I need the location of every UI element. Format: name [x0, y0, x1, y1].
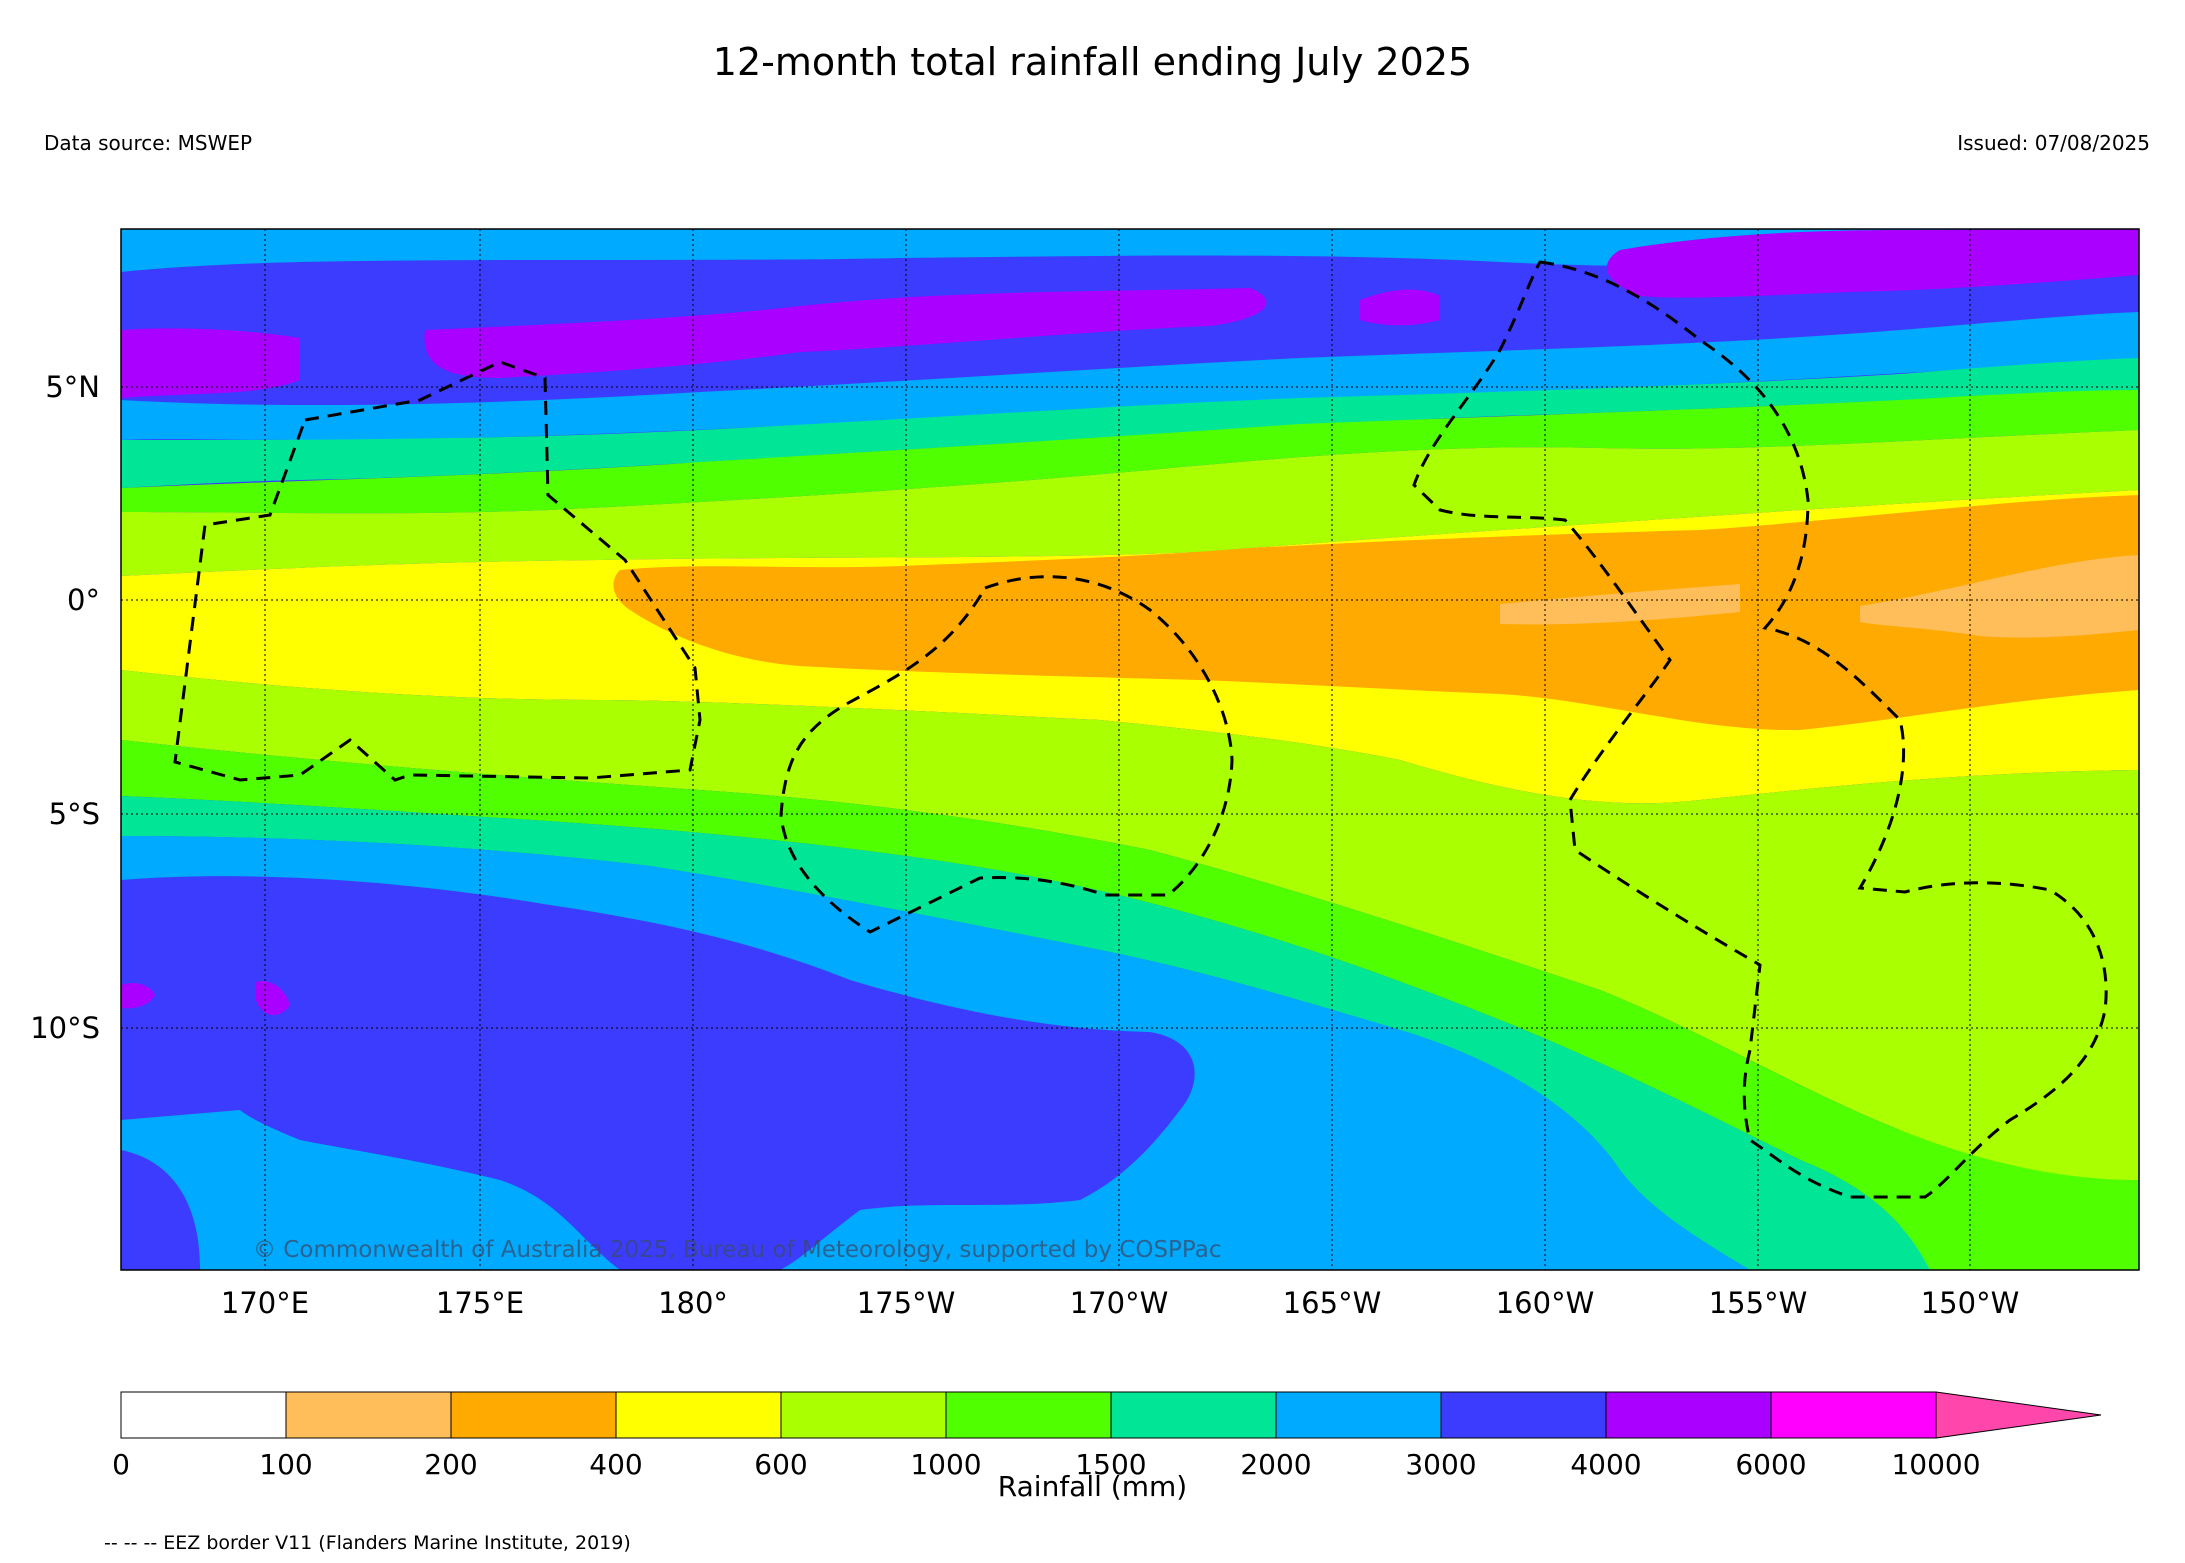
colorbar-segment: [945, 1391, 1112, 1439]
lon-tick-160w: 160°W: [1496, 1286, 1595, 1320]
colorbar-segment: [1605, 1391, 1772, 1439]
colorbar-segment: [450, 1391, 617, 1439]
colorbar-tick-label: 4000: [1570, 1448, 1641, 1481]
data-source: Data source: MSWEP: [44, 131, 253, 155]
colorbar-segment: [1110, 1391, 1277, 1439]
lon-tick-175e: 175°E: [436, 1286, 524, 1320]
colorbar-segment: [285, 1391, 452, 1439]
colorbar-segment: [780, 1391, 947, 1439]
colorbar-extend-max: [1935, 1391, 2102, 1439]
lon-tick-175w: 175°W: [857, 1286, 956, 1320]
lat-tick-5n: 5°N: [45, 370, 100, 404]
colorbar-tick-label: 100: [259, 1448, 312, 1481]
lat-tick-10s: 10°S: [30, 1011, 100, 1045]
eez-legend-note: -- -- -- EEZ border V11 (Flanders Marine…: [104, 1532, 631, 1554]
colorbar-tick-label: 2000: [1240, 1448, 1311, 1481]
colorbar-tick-label: 0: [112, 1448, 130, 1481]
colorbar-tick-label: 3000: [1405, 1448, 1476, 1481]
graticule: [121, 229, 2139, 1270]
colorbar-segment: [1770, 1391, 1937, 1439]
eez-borders: [173, 260, 2108, 1199]
lon-tick-170w: 170°W: [1070, 1286, 1169, 1320]
map-frame: [120, 228, 2140, 1271]
map-title: 12-month total rainfall ending July 2025: [712, 40, 1473, 84]
colorbar-segment: [1440, 1391, 1607, 1439]
lon-tick-155w: 155°W: [1709, 1286, 1808, 1320]
lat-tick-5s: 5°S: [49, 797, 100, 831]
colorbar-title: Rainfall (mm): [997, 1470, 1188, 1503]
lon-tick-180: 180°: [658, 1286, 728, 1320]
colorbar-tick-label: 10000: [1891, 1448, 1980, 1481]
lat-tick-0: 0°: [67, 583, 100, 617]
colorbar-segment: [120, 1391, 287, 1439]
lon-tick-150w: 150°W: [1921, 1286, 2020, 1320]
colorbar-segment: [615, 1391, 782, 1439]
colorbar-tick-label: 600: [754, 1448, 807, 1481]
colorbar-tick-label: 1500: [1075, 1448, 1146, 1481]
lon-tick-170e: 170°E: [221, 1286, 309, 1320]
colorbar-tick-label: 6000: [1735, 1448, 1806, 1481]
rainfall-bands: [121, 229, 2139, 1270]
colorbar-tick-label: 400: [589, 1448, 642, 1481]
colorbar-tick-label: 1000: [910, 1448, 981, 1481]
colorbar: 0 100 200 400 600 1000 1500 2000 3000 4000 6000 100…: [112, 1391, 2102, 1481]
copyright-text: © Commonwealth of Australia 2025, Bureau…: [253, 1237, 1222, 1263]
issued-date: Issued: 07/08/2025: [1957, 131, 2150, 155]
colorbar-tick-label: 200: [424, 1448, 477, 1481]
colorbar-segment: [1275, 1391, 1442, 1439]
lon-tick-165w: 165°W: [1283, 1286, 1382, 1320]
